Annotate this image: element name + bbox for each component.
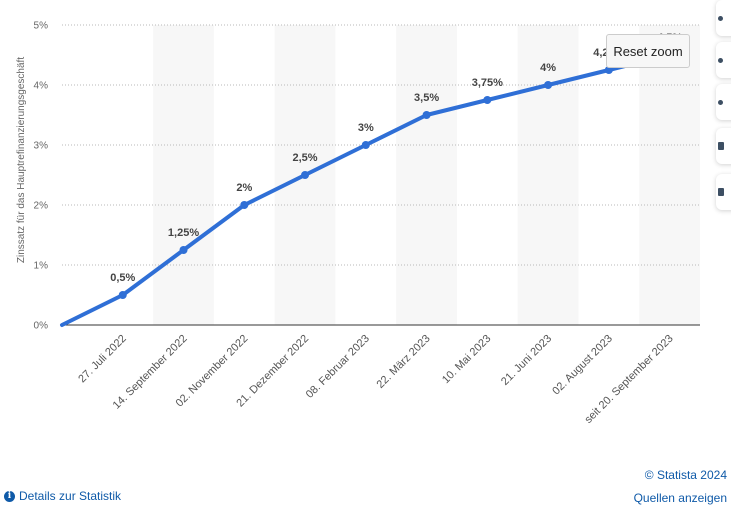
data-point — [240, 201, 249, 209]
data-point — [604, 66, 613, 74]
data-label: 2% — [236, 182, 252, 194]
share-icon[interactable] — [716, 128, 731, 164]
x-tick-label: 02. August 2023 — [550, 333, 615, 398]
reset-zoom-button[interactable]: Reset zoom — [606, 34, 690, 68]
x-tick-label: 27. Juli 2022 — [76, 333, 129, 386]
data-point — [179, 246, 188, 254]
y-tick-label: 4% — [34, 81, 49, 92]
settings-icon[interactable] — [716, 84, 731, 120]
sources-link[interactable]: Quellen anzeigen — [633, 491, 727, 505]
plot-band — [153, 25, 214, 325]
data-label: 0,5% — [110, 272, 135, 284]
x-tick-label: 21. Juni 2023 — [499, 333, 554, 388]
x-tick-label: 22. März 2023 — [374, 333, 432, 391]
plot-band — [639, 25, 700, 325]
print-icon[interactable] — [716, 174, 731, 210]
data-label: 1,25% — [168, 227, 199, 239]
data-label: 4% — [540, 62, 556, 74]
data-label: 3,75% — [472, 77, 503, 89]
favorite-icon[interactable] — [716, 42, 731, 78]
data-point — [301, 171, 310, 179]
details-link[interactable]: i Details zur Statistik — [4, 489, 121, 503]
info-icon: i — [4, 490, 15, 502]
y-tick-label: 3% — [34, 141, 49, 152]
y-axis-title: Zinssatz für das Hauptrefinanzierungsges… — [16, 57, 27, 263]
copyright-text: © Statista 2024 — [644, 468, 727, 482]
y-tick-label: 1% — [34, 261, 49, 272]
x-tick-label: 10. Mai 2023 — [440, 333, 493, 386]
plot-band — [517, 25, 579, 325]
y-tick-label: 5% — [34, 21, 49, 32]
data-point — [361, 141, 370, 149]
data-point — [544, 81, 553, 89]
data-label: 3,5% — [414, 92, 439, 104]
data-label: 2,5% — [293, 152, 318, 164]
notification-icon[interactable] — [716, 0, 731, 36]
y-tick-label: 0% — [34, 321, 49, 332]
y-tick-label: 2% — [34, 201, 49, 212]
data-label: 3% — [358, 122, 374, 134]
x-tick-label: 08. Februar 2023 — [304, 333, 372, 401]
plot-band — [396, 25, 457, 325]
data-point — [118, 291, 127, 299]
details-label: Details zur Statistik — [19, 489, 122, 503]
data-point — [483, 96, 492, 104]
data-point — [422, 111, 431, 119]
